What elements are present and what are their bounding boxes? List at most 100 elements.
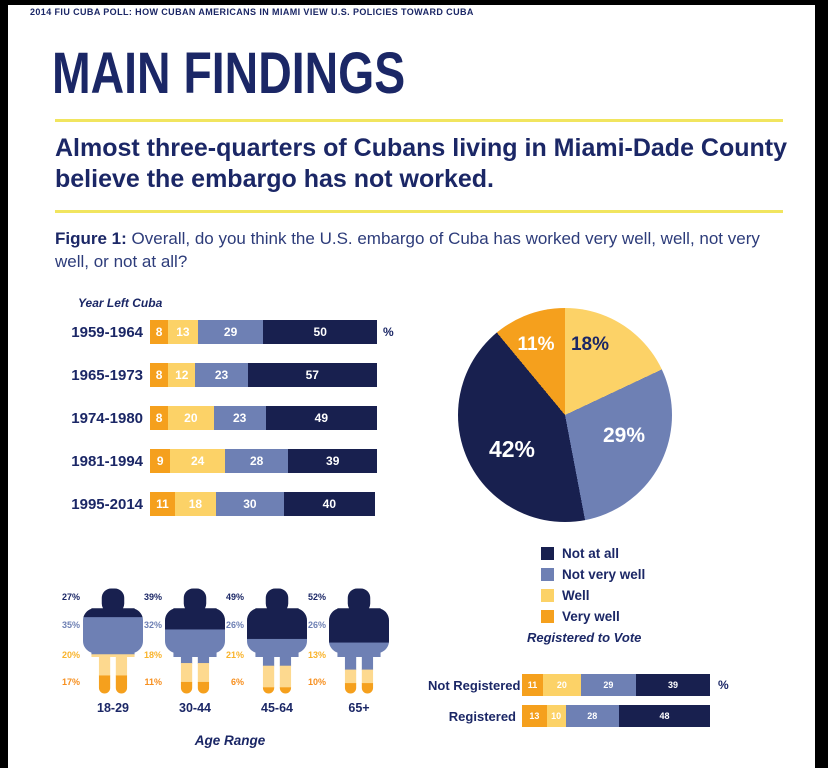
age-range-axis-title: Age Range	[194, 733, 266, 748]
segment-value: 57	[305, 368, 319, 382]
bar-segment-not-very-well: 23	[213, 406, 266, 430]
segment-value: 49	[314, 411, 329, 425]
pie-chart-wrap: 18% 29% 42% 11%	[458, 308, 672, 522]
bar-segment-not-at-all: 39	[635, 674, 711, 696]
bar-row: Registered 13 10 28 48	[428, 705, 729, 727]
bar-row: 1981-1994 9 24 28 39	[55, 449, 394, 473]
segment-value: 9	[156, 454, 164, 468]
segment-value: 8	[155, 325, 163, 339]
segment-value: 28	[587, 711, 598, 721]
segment-value: 39	[326, 454, 340, 468]
pie-slice-label-well: 18%	[570, 334, 610, 355]
person-figure	[165, 588, 225, 694]
segment-value: 50	[313, 325, 327, 339]
segment-value: 28	[249, 454, 264, 468]
bar-row: 1974-1980 8 20 23 49	[55, 406, 394, 430]
bar-row: 1959-1964 8 13 29 50%	[55, 320, 394, 344]
age-percent-very-well: 11%	[144, 677, 162, 687]
left-black-edge	[0, 0, 8, 768]
age-percent-not-at-all: 52%	[307, 592, 326, 602]
stacked-bar: 9 24 28 39	[150, 449, 377, 473]
bar-row: 1965-1973 8 12 23 57	[55, 363, 394, 387]
pie-slice-label-very-well: 11%	[517, 334, 555, 355]
legend-item: Very well	[541, 608, 645, 624]
stacked-bar: 8 12 23 57	[150, 363, 377, 387]
age-group-18-29: 27% 35% 20% 17% 18-29	[50, 585, 143, 725]
percent-unit-label: %	[383, 325, 394, 339]
age-percent-well: 20%	[61, 650, 80, 660]
yellow-divider	[55, 119, 783, 122]
stacked-bar: 11 18 30 40	[150, 492, 377, 516]
legend-item: Not at all	[541, 545, 645, 561]
age-percent-not-very-well: 26%	[225, 620, 244, 630]
age-percent-very-well: 17%	[61, 677, 80, 687]
age-category-label: 30-44	[179, 701, 211, 715]
age-percent-not-at-all: 39%	[143, 592, 162, 602]
age-percent-labels: 39% 32% 18% 11%	[132, 585, 162, 697]
bar-segment-well: 20	[168, 406, 214, 430]
bar-segment-not-very-well: 23	[195, 363, 248, 387]
segment-value: 30	[243, 497, 257, 511]
age-category-label: 18-29	[97, 701, 129, 715]
headline: Almost three-quarters of Cubans living i…	[55, 134, 788, 193]
top-black-edge	[0, 0, 828, 5]
age-percent-labels: 27% 35% 20% 17%	[50, 585, 80, 697]
age-group-30-44: 39% 32% 18% 11% 30-44	[132, 585, 225, 725]
pie-slice-label-not-very-well: 29%	[602, 424, 646, 447]
bar-category-label: 1995-2014	[71, 495, 143, 513]
segment-value: 23	[214, 368, 229, 382]
bar-segment-well: 12	[168, 363, 196, 387]
bar-segment-not-at-all: 50	[263, 320, 377, 344]
report-banner: 2014 FIU CUBA POLL: HOW CUBAN AMERICANS …	[30, 7, 474, 17]
age-percent-well: 21%	[225, 650, 244, 660]
person-figure	[247, 588, 307, 694]
segment-value: 13	[176, 325, 190, 339]
figure-caption: Figure 1: Overall, do you think the U.S.…	[55, 228, 797, 274]
segment-value: 18	[188, 497, 203, 511]
year-chart-title: Year Left Cuba	[78, 296, 163, 310]
age-percent-not-very-well: 26%	[307, 620, 326, 630]
age-range-chart: 27% 35% 20% 17% 18-29 39% 32% 18% 11% 30-44 49% 26%…	[50, 585, 389, 725]
bar-segment-very-well: 8	[150, 363, 169, 387]
bar-segment-not-at-all: 48	[618, 705, 711, 727]
bar-segment-not-at-all: 40	[283, 492, 375, 516]
segment-value: 48	[659, 711, 670, 721]
age-percent-not-at-all: 49%	[225, 592, 244, 602]
segment-value: 20	[184, 411, 198, 425]
bar-segment-not-very-well: 28	[565, 705, 619, 727]
person-figure	[329, 588, 389, 694]
yellow-divider	[55, 210, 783, 213]
voter-chart-title: Registered to Vote	[527, 630, 642, 645]
legend-item: Not very well	[541, 566, 645, 582]
segment-value: 11	[527, 680, 538, 690]
bar-segment-very-well: 11	[150, 492, 175, 516]
bar-segment-not-very-well: 29	[197, 320, 264, 344]
stacked-bar: 13 10 28 48	[522, 705, 712, 727]
bar-segment-very-well: 13	[522, 705, 547, 727]
bar-category-label: Registered	[448, 708, 516, 724]
bar-category-label: Not Registered	[428, 677, 521, 693]
segment-value: 29	[223, 325, 238, 339]
stacked-bar: 8 13 29 50	[150, 320, 377, 344]
right-black-edge	[815, 0, 828, 768]
segment-value: 11	[156, 497, 169, 511]
stacked-bar: 8 20 23 49	[150, 406, 377, 430]
bar-segment-well: 13	[168, 320, 198, 344]
age-percent-labels: 52% 26% 13% 10%	[296, 585, 326, 697]
bar-row: 1995-2014 11 18 30 40	[55, 492, 394, 516]
figure-question: Overall, do you think the U.S. embargo o…	[55, 229, 760, 271]
bar-segment-not-very-well: 28	[224, 449, 289, 473]
segment-value: 39	[668, 680, 679, 690]
figure-label: Figure 1:	[55, 229, 127, 248]
legend-swatch	[541, 588, 554, 602]
segment-value: 12	[175, 368, 189, 382]
bar-category-label: 1959-1964	[71, 323, 143, 341]
age-percent-well: 18%	[143, 650, 162, 660]
segment-value: 29	[603, 680, 614, 690]
percent-unit-label: %	[718, 678, 729, 692]
bar-segment-not-at-all: 57	[247, 363, 377, 387]
age-percent-very-well: 10%	[307, 677, 326, 687]
age-percent-very-well: 6%	[230, 677, 244, 687]
bar-segment-not-very-well: 30	[215, 492, 284, 516]
